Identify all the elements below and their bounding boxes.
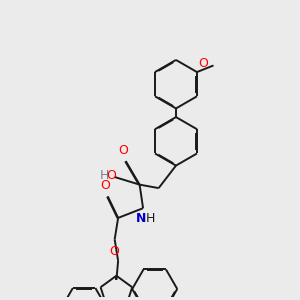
- Text: H: H: [100, 169, 109, 182]
- Text: O: O: [118, 144, 128, 157]
- Text: N: N: [136, 212, 146, 225]
- Text: O: O: [100, 179, 110, 192]
- Text: O: O: [110, 244, 120, 258]
- Text: H: H: [146, 212, 155, 225]
- Text: O: O: [199, 57, 208, 70]
- Text: O: O: [106, 169, 116, 182]
